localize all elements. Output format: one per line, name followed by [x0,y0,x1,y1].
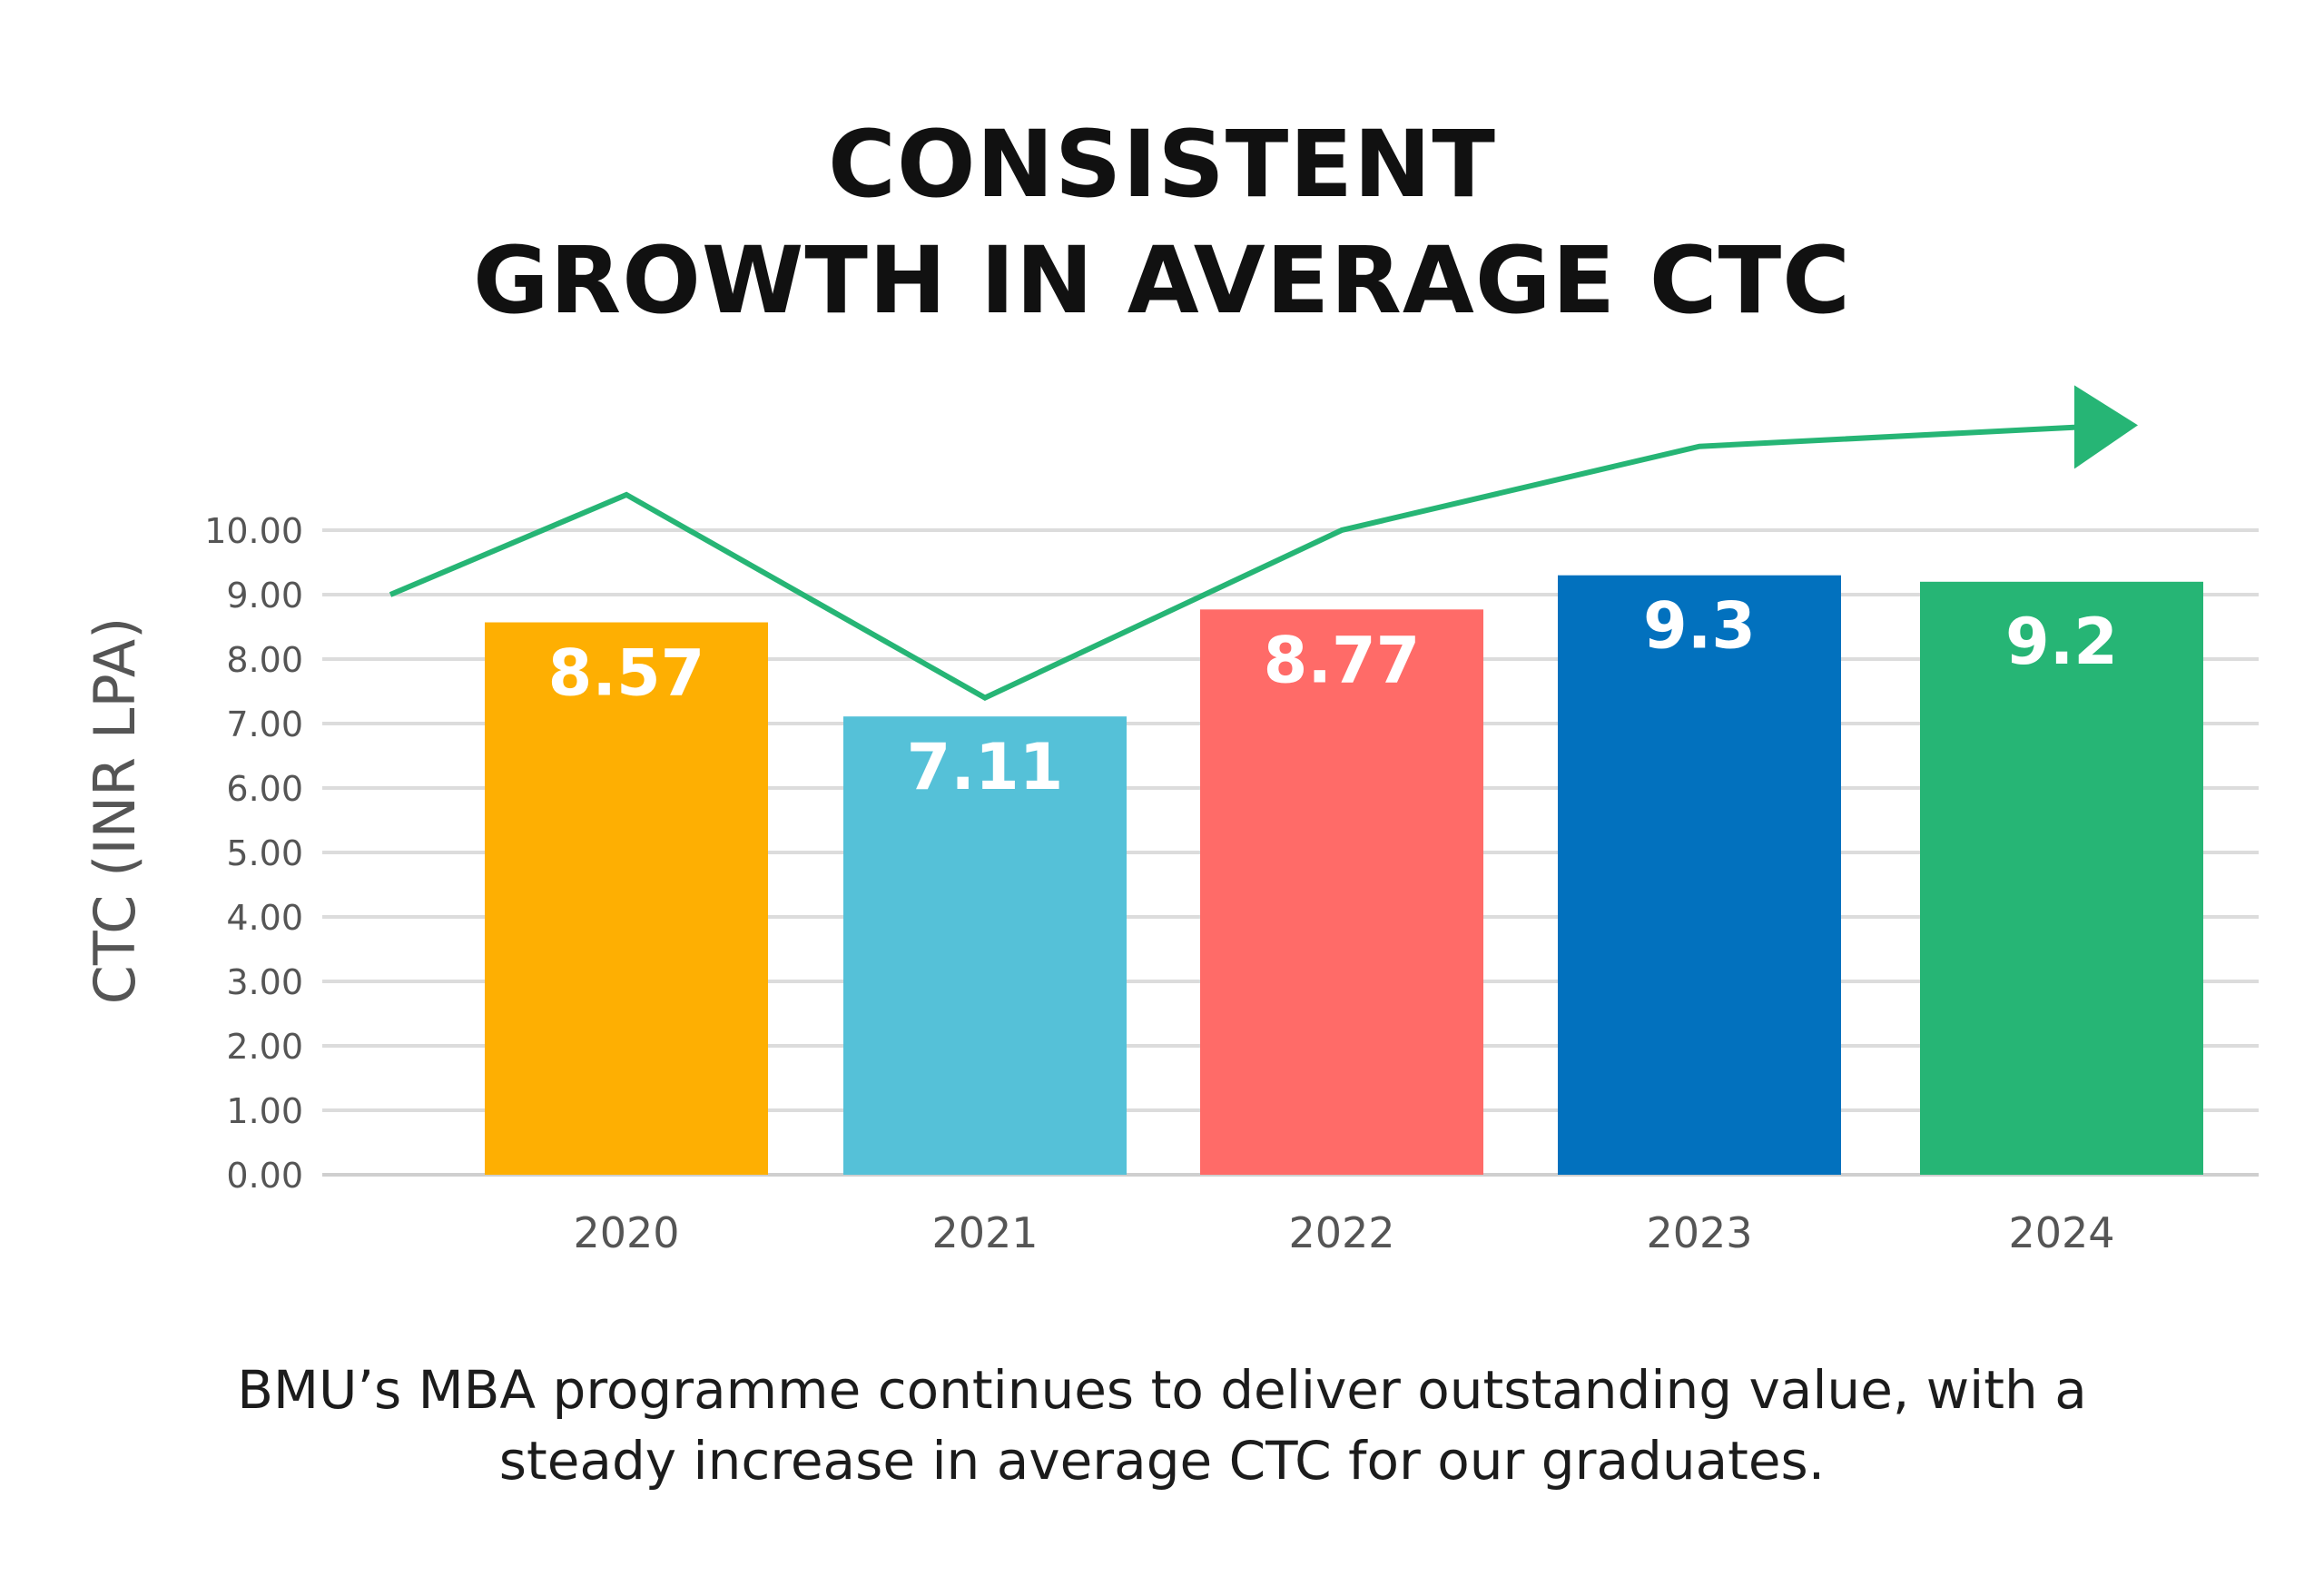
x-tick-label: 2022 [1288,1208,1394,1257]
y-tick-label: 1.00 [226,1091,303,1131]
x-tick-label: 2023 [1646,1208,1752,1257]
bar-2022 [1200,609,1483,1175]
y-axis-label: CTC (INR LPA) [82,617,148,1005]
x-tick-label: 2021 [931,1208,1038,1257]
y-tick-label: 0.00 [226,1156,303,1196]
bar-2020 [485,622,768,1175]
y-tick-label: 2.00 [226,1027,303,1067]
bar-value-label: 7.11 [907,730,1064,804]
caption-line-2: steady increase in average CTC for our g… [498,1430,1826,1492]
trend-polyline [389,424,2081,701]
trend-arrow-icon [2074,385,2138,469]
bar-2024 [1920,581,2203,1175]
chart-caption: BMU’s MBA programme continues to deliver… [0,1355,2324,1496]
y-tick-label: 8.00 [226,640,303,680]
chart-title-line-2: GROWTH IN AVERAGE CTC [472,227,1852,335]
y-tick-label: 4.00 [226,898,303,938]
chart-title: CONSISTENT GROWTH IN AVERAGE CTC [0,107,2324,340]
y-tick-label: 6.00 [226,769,303,809]
bar-value-label: 9.2 [2005,605,2118,679]
chart-title-line-1: CONSISTENT [827,111,1496,219]
y-axis-ticks: 0.00 1.00 2.00 3.00 4.00 5.00 6.00 7.00 8.00 9.00… [204,511,303,1196]
y-tick-label: 3.00 [226,962,303,1002]
trend-line [389,385,2138,701]
y-tick-label: 9.00 [226,576,303,616]
bar-2021 [843,716,1127,1175]
bar-value-label: 8.77 [1264,623,1421,697]
bar-2023 [1558,575,1841,1175]
y-tick-label: 5.00 [226,833,303,873]
x-axis-ticks: 2020 2021 2022 2023 2024 [573,1208,2114,1257]
bar-value-label: 9.3 [1643,589,1756,664]
x-tick-label: 2020 [573,1208,679,1257]
y-tick-label: 7.00 [226,704,303,744]
bar-value-labels: 8.57 7.11 8.77 9.3 9.2 [548,589,2118,804]
x-tick-label: 2024 [2008,1208,2114,1257]
caption-line-1: BMU’s MBA programme continues to deliver… [237,1359,2087,1421]
bar-value-label: 8.57 [548,636,705,711]
y-tick-label: 10.00 [204,511,303,551]
bars [485,575,2203,1175]
